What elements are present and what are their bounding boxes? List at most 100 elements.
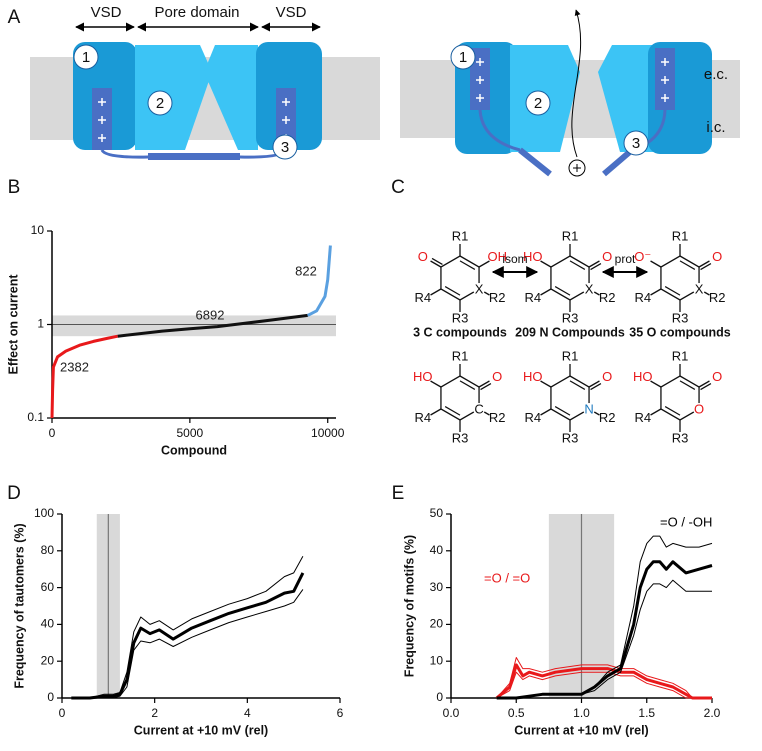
substituent: R2 [599, 290, 616, 305]
linker [478, 109, 521, 152]
arrow-label: prot [615, 252, 636, 266]
substituent: HO [523, 369, 543, 384]
ring [660, 255, 700, 301]
bond [590, 383, 602, 391]
substituent: O [602, 369, 612, 384]
number-circle [73, 44, 99, 70]
x-axis-title: Compound [161, 443, 227, 457]
substituent: R4 [634, 410, 651, 425]
substituent: R1 [562, 228, 579, 243]
domain-number: 1 [82, 49, 90, 66]
y-axis-title: Effect on current [6, 274, 20, 375]
bond [430, 408, 442, 416]
panel-label: E [392, 483, 405, 504]
bond [700, 383, 712, 391]
substituent: O [712, 369, 722, 384]
substituent: R1 [672, 228, 689, 243]
x-tick-label: 0.5 [508, 706, 525, 720]
bond [700, 263, 712, 271]
bond [650, 288, 662, 296]
y-tick-label: 50 [430, 506, 444, 520]
ring-atom: C [474, 401, 483, 416]
label: Pore domain [154, 4, 239, 21]
substituent: R4 [414, 290, 431, 305]
y-axis-title: Frequency of motifs (%) [402, 535, 416, 677]
atom-bg [583, 283, 596, 295]
substituent: R1 [452, 348, 469, 363]
substituent: R3 [452, 310, 469, 325]
pore [204, 45, 258, 150]
number-circle [525, 90, 551, 116]
bond [650, 380, 662, 388]
bond [540, 288, 552, 296]
y-tick-label: 40 [430, 543, 444, 557]
panel-label: B [8, 177, 21, 198]
row-label: 209 N Compounds [515, 325, 625, 339]
y-tick-label: 20 [41, 653, 55, 667]
bond [540, 408, 552, 416]
line [307, 245, 332, 317]
line [71, 589, 304, 699]
bond [480, 383, 492, 391]
bond [698, 380, 710, 388]
substituent: R2 [599, 410, 616, 425]
annotation: 822 [295, 263, 317, 278]
double-bond [569, 380, 586, 390]
label: VSD [91, 4, 122, 21]
line [496, 657, 712, 699]
arrow-label: isom [502, 252, 527, 266]
double-bond [664, 286, 681, 296]
x-axis-title: Current at +10 mV (rel) [514, 723, 648, 737]
charges [98, 98, 290, 142]
domain-number: 3 [281, 139, 289, 156]
y-tick-label: 10 [31, 223, 45, 237]
substituent: HO [523, 249, 543, 264]
bond [650, 408, 662, 416]
substituent: R3 [562, 430, 579, 445]
substituent: R3 [452, 430, 469, 445]
x-tick-label: 10000 [311, 426, 345, 440]
substituent: R3 [672, 310, 689, 325]
x-tick-label: 2.0 [704, 706, 721, 720]
double-bond [444, 406, 461, 416]
panel-c: R1OHR2R3R4OXR1OR2R3R4HOXR1OR2R3R4O⁻XR1OR… [413, 228, 731, 445]
ring-atom: X [475, 281, 484, 296]
label: i.c. [706, 119, 725, 136]
y-tick-label: 100 [34, 506, 54, 520]
y-tick-label: 60 [41, 580, 55, 594]
bond [478, 380, 490, 388]
bond [588, 380, 600, 388]
charges [476, 58, 669, 102]
bond [540, 380, 552, 388]
atom-bg [693, 283, 706, 295]
annotation: =O / =O [484, 570, 530, 585]
ring [440, 375, 480, 421]
double-bond [459, 380, 476, 390]
annotation: =O / -OH [660, 514, 712, 529]
domain-number: 2 [156, 95, 164, 112]
double-bond [444, 286, 461, 296]
y-tick-label: 1 [37, 317, 44, 331]
bond [430, 288, 442, 296]
panel-label: A [8, 7, 21, 28]
x-tick-label: 2 [151, 706, 158, 720]
row-label: 3 C compounds [413, 325, 507, 339]
number-circle [623, 130, 649, 156]
bond [588, 260, 600, 268]
line [495, 663, 712, 700]
substituent: R2 [489, 410, 506, 425]
ring [550, 255, 590, 301]
x-tick-label: 5000 [177, 426, 204, 440]
panel-label: D [7, 483, 21, 504]
double-bond [569, 260, 586, 270]
label: VSD [276, 4, 307, 21]
panel-label: C [391, 177, 405, 198]
substituent: OH [487, 249, 507, 264]
ion [573, 164, 581, 172]
number-circle [450, 44, 476, 70]
line [71, 556, 304, 699]
y-axis-title: Frequency of tautomers (%) [12, 523, 26, 688]
bond [431, 257, 443, 265]
x-tick-label: 4 [244, 706, 251, 720]
